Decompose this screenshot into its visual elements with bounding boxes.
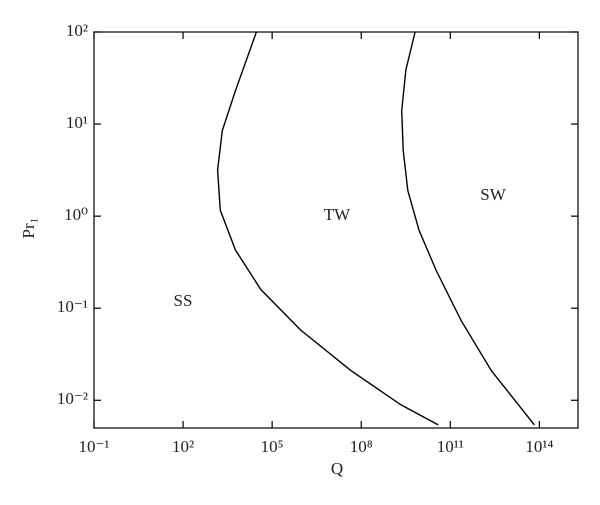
curve [216,31,439,426]
y-tick-label: 10⁰ [64,205,88,224]
x-tick-label: 10¹⁴ [525,437,553,456]
y-tick-label: 10⁻¹ [57,297,88,316]
x-tick-label: 10⁵ [261,437,284,456]
x-axis-label: Q [331,459,343,478]
region-label: TW [324,205,351,224]
y-axis-label: Pr₁ [19,217,38,238]
plot-frame [93,31,579,429]
y-tick-label: 10¹ [66,113,88,132]
y-tick-label: 10⁻² [57,389,88,408]
region-label: SW [480,185,506,204]
y-tick-label: 10² [66,21,88,40]
curve [400,31,535,426]
x-tick-label: 10⁸ [350,437,373,456]
x-tick-label: 10¹¹ [437,437,464,456]
x-tick-label: 10² [172,437,194,456]
x-tick-label: 10⁻¹ [78,437,109,456]
region-label: SS [174,291,193,310]
